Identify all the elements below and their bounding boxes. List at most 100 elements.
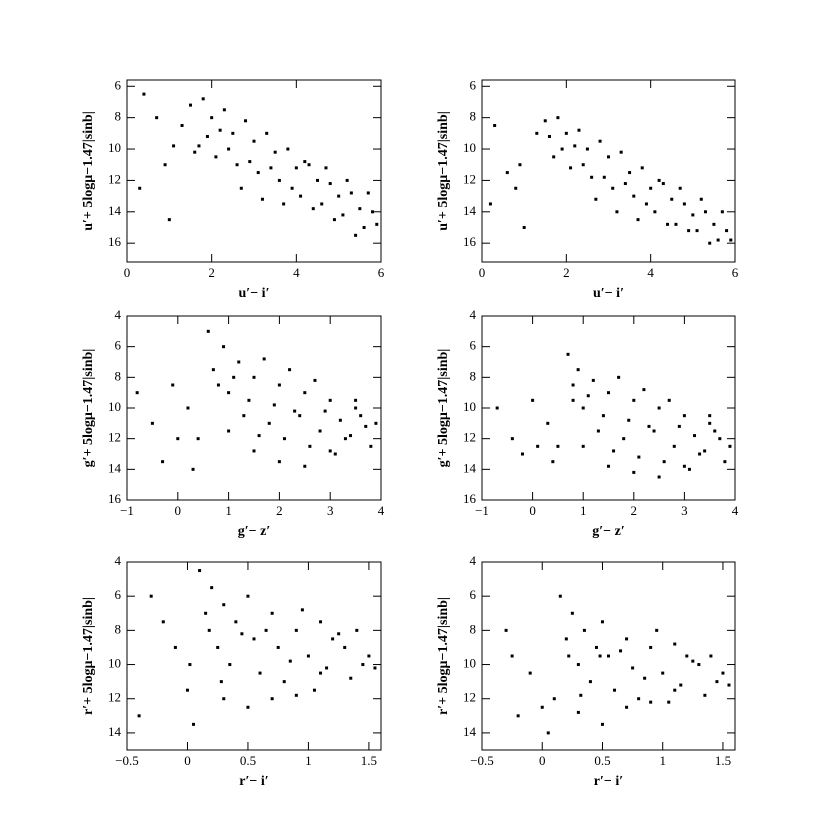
point bbox=[685, 654, 689, 658]
point bbox=[155, 116, 159, 120]
point bbox=[323, 409, 327, 413]
point bbox=[607, 654, 610, 658]
x-axis-label: r′− i′ bbox=[239, 774, 269, 789]
point bbox=[338, 418, 342, 422]
point bbox=[708, 241, 712, 245]
point bbox=[361, 663, 365, 667]
y-axis-label: u′+ 5logμ−1.47|sinb| bbox=[81, 111, 96, 231]
point bbox=[373, 666, 377, 670]
x-tick-label: 1.5 bbox=[361, 753, 377, 768]
point bbox=[691, 213, 695, 217]
point bbox=[695, 229, 699, 233]
point bbox=[272, 403, 276, 407]
point bbox=[590, 175, 594, 179]
plot-frame bbox=[126, 561, 382, 751]
point bbox=[623, 182, 627, 186]
point bbox=[300, 608, 304, 612]
point bbox=[196, 437, 200, 441]
y-tick-label: 6 bbox=[115, 587, 122, 602]
y-tick-label: 14 bbox=[108, 460, 122, 475]
x-tick-label: 1.5 bbox=[715, 753, 731, 768]
plot-frame bbox=[481, 315, 736, 501]
point bbox=[625, 705, 629, 709]
x-axis-label: r′− i′ bbox=[594, 774, 624, 789]
point bbox=[505, 171, 509, 175]
point bbox=[657, 475, 661, 479]
x-tick-label: 1 bbox=[580, 503, 587, 518]
point bbox=[615, 210, 619, 214]
y-tick-label: 6 bbox=[470, 338, 477, 353]
point bbox=[303, 464, 307, 468]
point bbox=[703, 210, 707, 214]
point bbox=[573, 144, 577, 148]
point bbox=[567, 654, 571, 658]
point bbox=[619, 150, 623, 154]
point bbox=[337, 194, 341, 198]
point bbox=[256, 171, 260, 175]
point bbox=[636, 218, 640, 222]
point bbox=[306, 654, 310, 658]
point bbox=[682, 414, 686, 418]
point bbox=[687, 229, 691, 233]
y-tick-label: 8 bbox=[115, 368, 122, 383]
point bbox=[333, 452, 337, 456]
point bbox=[324, 166, 328, 170]
x-tick-label: 0 bbox=[479, 265, 486, 280]
point bbox=[672, 444, 676, 448]
point bbox=[535, 131, 539, 135]
point bbox=[598, 139, 602, 143]
point bbox=[189, 103, 192, 107]
point bbox=[631, 666, 635, 670]
point bbox=[242, 414, 246, 418]
x-tick-label: 4 bbox=[378, 503, 385, 518]
point bbox=[510, 654, 514, 658]
point bbox=[214, 155, 218, 159]
point bbox=[662, 460, 666, 464]
point bbox=[163, 163, 167, 167]
panel: −0.5 0 0.5 1 1.5 4 6 8 10 12 14 r′− i′ r′+ 5logμ−1.4… bbox=[81, 553, 382, 789]
point bbox=[594, 197, 598, 201]
x-tick-label: −0.5 bbox=[470, 753, 494, 768]
point bbox=[294, 166, 298, 170]
x-tick-label: −1 bbox=[120, 503, 134, 518]
x-tick-label: 2 bbox=[563, 265, 570, 280]
point bbox=[358, 207, 362, 211]
y-tick-label: 16 bbox=[463, 234, 477, 249]
point bbox=[349, 434, 353, 438]
point bbox=[288, 659, 292, 663]
point bbox=[290, 186, 294, 190]
y-tick-label: 12 bbox=[108, 171, 121, 186]
point bbox=[216, 383, 220, 387]
point bbox=[234, 620, 238, 624]
y-tick-label: 6 bbox=[470, 77, 477, 92]
y-tick-label: 8 bbox=[470, 621, 477, 636]
point bbox=[204, 611, 208, 615]
point bbox=[201, 97, 205, 101]
point bbox=[510, 437, 514, 441]
point bbox=[216, 645, 220, 649]
point bbox=[307, 163, 311, 167]
point bbox=[138, 186, 142, 190]
point bbox=[354, 233, 358, 237]
point bbox=[235, 163, 239, 167]
x-tick-label: 3 bbox=[327, 503, 334, 518]
point bbox=[642, 388, 646, 392]
point bbox=[649, 645, 653, 649]
point bbox=[316, 178, 319, 182]
point bbox=[349, 191, 353, 195]
point bbox=[257, 434, 261, 438]
point bbox=[222, 697, 226, 701]
y-tick-label: 14 bbox=[108, 203, 122, 218]
point bbox=[246, 594, 250, 598]
point bbox=[682, 202, 686, 206]
point bbox=[715, 680, 719, 684]
point bbox=[712, 222, 716, 226]
x-tick-label: 0.5 bbox=[240, 753, 256, 768]
y-tick-label: 10 bbox=[463, 140, 476, 155]
x-tick-label: 1 bbox=[305, 753, 312, 768]
point bbox=[687, 467, 691, 471]
y-axis-label: g′+ 5logμ−1.47|sinb| bbox=[436, 349, 451, 468]
point bbox=[673, 642, 677, 646]
point bbox=[270, 697, 274, 701]
point bbox=[598, 654, 602, 658]
